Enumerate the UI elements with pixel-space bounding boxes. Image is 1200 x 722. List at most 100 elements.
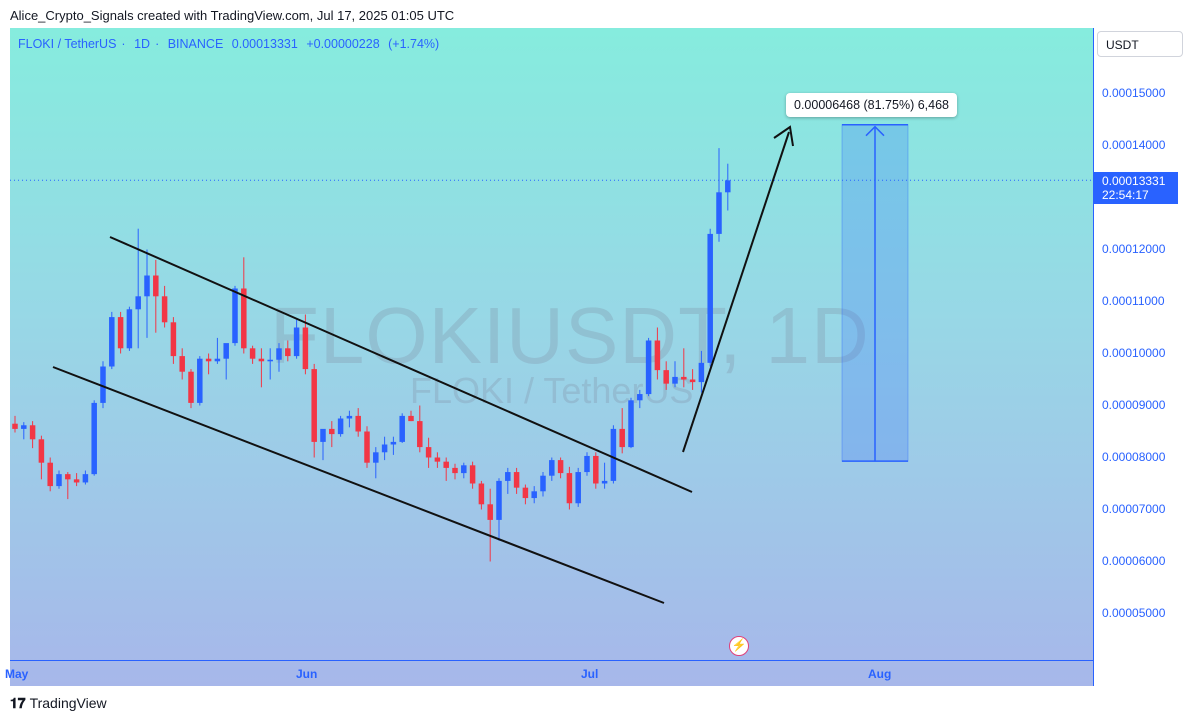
candle-body — [364, 431, 370, 463]
chart-attribution: Alice_Crypto_Signals created with Tradin… — [10, 8, 455, 23]
candle-body — [496, 480, 502, 520]
symbol-name: FLOKI / TetherUS — [18, 37, 117, 51]
candle-body — [91, 402, 97, 475]
candle-body — [153, 275, 159, 297]
price-tick-label: 0.00006000 — [1102, 553, 1166, 568]
candle-body — [681, 376, 687, 380]
projection-arrow-line — [682, 131, 790, 453]
price-tick-label: 0.00010000 — [1102, 345, 1166, 360]
candle-body — [126, 309, 133, 349]
candle-body — [100, 366, 106, 403]
candle-body — [355, 415, 361, 432]
candle-body — [531, 491, 537, 499]
candle-body — [619, 428, 625, 448]
candle-body — [654, 340, 661, 371]
price-axis-border — [1093, 28, 1094, 686]
candle-body — [311, 369, 317, 442]
time-label-jun: Jun — [296, 667, 318, 681]
candle-body — [197, 358, 203, 403]
candle-body — [267, 359, 273, 362]
candle-body — [461, 465, 467, 474]
candle-body — [38, 439, 45, 463]
candle-body — [452, 467, 458, 474]
candle-body — [645, 340, 652, 395]
symbol-exchange: BINANCE — [167, 37, 224, 51]
candle-body — [434, 457, 441, 462]
candle-body — [566, 473, 573, 504]
last-price-tag: 0.00013331 22:54:17 — [1094, 172, 1178, 204]
time-label-jul: Jul — [581, 667, 599, 681]
footer-brand-name: TradingView — [29, 695, 107, 711]
candle-body — [381, 444, 388, 453]
footer-brand[interactable]: 𝟏𝟕 TradingView — [10, 695, 107, 712]
projection-arrow-head — [773, 125, 794, 147]
candle-body — [21, 425, 27, 429]
symbol-watermark: FLOKIUSDT, 1D — [270, 291, 870, 380]
last-price-value: 0.00013331 — [1102, 174, 1166, 188]
candle-body — [12, 423, 18, 429]
symbol-change-percent: (+1.74%) — [388, 37, 440, 51]
candle-body — [109, 317, 115, 367]
candle-body — [82, 474, 89, 483]
candle-body — [302, 327, 309, 370]
lightning-event-icon[interactable]: ⚡ — [729, 636, 749, 656]
candle-body — [373, 452, 379, 463]
candle-body — [707, 233, 713, 363]
candle-body — [232, 288, 238, 344]
candle-body — [628, 400, 634, 448]
candle-body — [637, 394, 643, 401]
time-axis-border — [10, 660, 1093, 661]
candle-body — [320, 428, 326, 442]
candle-body — [417, 421, 423, 448]
candle-body — [337, 418, 344, 435]
candle-body — [258, 358, 265, 362]
candle-body — [698, 362, 705, 383]
price-tick-label: 0.00007000 — [1102, 501, 1166, 516]
currency-selector[interactable]: USDT — [1097, 31, 1183, 57]
candle-body — [522, 487, 529, 499]
candle-body — [584, 455, 590, 473]
candle-body — [144, 275, 150, 297]
candle-body — [346, 415, 353, 419]
candle-body — [29, 425, 36, 440]
price-tick-label: 0.00011000 — [1102, 293, 1165, 308]
price-range-arrow-head — [865, 125, 885, 137]
candle-body — [188, 371, 194, 403]
symbol-interval: 1D — [134, 37, 151, 51]
candle-body — [329, 428, 335, 435]
symbol-change: +0.00000228 — [306, 37, 380, 51]
symbol-legend[interactable]: FLOKI / TetherUS · 1D · BINANCE 0.00013331… — [18, 37, 440, 51]
time-label-may: May — [5, 667, 29, 681]
candle-body — [478, 483, 485, 505]
candle-body — [179, 356, 185, 372]
candle-body — [390, 441, 397, 445]
price-tick-label: 0.00005000 — [1102, 605, 1166, 620]
candle-body — [117, 317, 124, 349]
candle-body — [408, 415, 414, 422]
candle-body — [65, 474, 71, 480]
candle-body — [549, 460, 555, 476]
channel-upper-line — [109, 236, 693, 493]
candle-body — [487, 504, 493, 520]
price-range-label[interactable]: 0.00006468 (81.75%) 6,468 — [786, 93, 957, 117]
candle-body — [285, 348, 291, 357]
candle-body — [469, 465, 476, 484]
candle-body — [505, 472, 511, 481]
candle-body — [689, 379, 696, 383]
candle-body — [443, 461, 449, 468]
candle-body — [540, 475, 546, 492]
candle-body — [610, 428, 617, 481]
chart-area[interactable] — [10, 28, 1093, 686]
candle-body — [170, 322, 177, 357]
candle-body — [161, 296, 168, 323]
price-tick-label: 0.00012000 — [1102, 241, 1166, 256]
candle-body — [725, 180, 731, 193]
price-tick-label: 0.00009000 — [1102, 397, 1166, 412]
channel-lower-line — [52, 366, 665, 604]
price-axis[interactable] — [1093, 28, 1200, 686]
candle-body — [135, 296, 141, 310]
tradingview-logo-icon: 𝟏𝟕 — [10, 695, 26, 711]
candle-body — [716, 192, 722, 234]
candle-body — [223, 343, 229, 359]
symbol-last-price: 0.00013331 — [231, 37, 298, 51]
